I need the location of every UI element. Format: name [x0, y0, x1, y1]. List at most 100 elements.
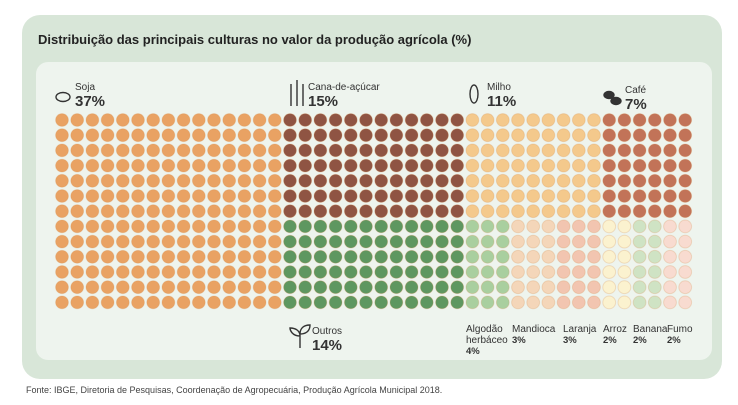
- dot: [617, 234, 632, 249]
- dot: [146, 204, 161, 219]
- dot: [343, 173, 358, 188]
- dot: [343, 219, 358, 234]
- dot: [541, 158, 556, 173]
- dot: [313, 219, 328, 234]
- dot: [343, 280, 358, 295]
- dot: [374, 189, 389, 203]
- dot: [191, 219, 206, 234]
- dot: [298, 173, 313, 188]
- dot: [267, 249, 282, 264]
- dot: [237, 265, 252, 279]
- dot: [343, 189, 358, 203]
- plant-icon: [289, 324, 311, 348]
- dot: [404, 204, 419, 219]
- dot: [587, 234, 601, 249]
- dot: [465, 234, 480, 249]
- dot: [85, 173, 100, 188]
- dot: [100, 173, 115, 188]
- dot: [495, 128, 510, 143]
- dot: [389, 280, 404, 295]
- dot: [343, 204, 358, 219]
- dot: [55, 189, 69, 203]
- dot: [541, 204, 556, 219]
- dot: [207, 143, 221, 158]
- dot: [389, 143, 404, 158]
- dot: [374, 234, 389, 249]
- dot: [480, 249, 495, 264]
- dot: [435, 143, 449, 158]
- dot: [176, 265, 191, 279]
- dot: [541, 295, 556, 310]
- dot: [115, 249, 130, 264]
- dot: [313, 295, 328, 310]
- dot: [161, 113, 176, 127]
- dot: [632, 249, 647, 264]
- category-label: Laranja: [563, 324, 597, 335]
- dot: [480, 295, 495, 310]
- dot: [663, 265, 677, 279]
- dot: [146, 143, 161, 158]
- dot: [465, 158, 480, 173]
- dot: [146, 219, 161, 234]
- dot: [359, 249, 373, 264]
- dot: [70, 204, 85, 219]
- dot: [70, 234, 85, 249]
- dot: [419, 234, 434, 249]
- dot: [267, 234, 282, 249]
- dot: [191, 265, 206, 279]
- dot: [343, 295, 358, 310]
- dot: [343, 113, 358, 127]
- dot: [176, 280, 191, 295]
- dot: [237, 189, 252, 203]
- dot: [435, 189, 449, 203]
- dot: [495, 189, 510, 203]
- dot: [632, 204, 647, 219]
- dot: [343, 143, 358, 158]
- dot: [465, 173, 480, 188]
- dot: [495, 173, 510, 188]
- dot: [389, 265, 404, 279]
- dot: [511, 280, 525, 295]
- dot: [419, 128, 434, 143]
- dot: [328, 113, 343, 127]
- dot: [404, 113, 419, 127]
- dot: [480, 189, 495, 203]
- dot: [252, 173, 267, 188]
- dot: [70, 128, 85, 143]
- dot: [465, 219, 480, 234]
- dot: [541, 113, 556, 127]
- dot: [298, 249, 313, 264]
- dot: [328, 295, 343, 310]
- dot: [374, 113, 389, 127]
- dot: [663, 128, 677, 143]
- dot: [617, 280, 632, 295]
- dot: [70, 249, 85, 264]
- dot: [161, 280, 176, 295]
- dot: [647, 128, 662, 143]
- dot: [480, 234, 495, 249]
- dot: [602, 219, 617, 234]
- dot: [678, 204, 693, 219]
- dot: [313, 265, 328, 279]
- dot: [511, 249, 525, 264]
- value-label: 7%: [625, 96, 647, 113]
- dot: [663, 158, 677, 173]
- dot: [115, 173, 130, 188]
- dot: [343, 234, 358, 249]
- value-label: 4%: [466, 346, 480, 357]
- dot: [115, 219, 130, 234]
- dot: [678, 234, 693, 249]
- dot: [283, 280, 297, 295]
- dot: [85, 219, 100, 234]
- dot: [526, 295, 541, 310]
- dot: [131, 113, 145, 127]
- dot: [374, 265, 389, 279]
- dot: [313, 113, 328, 127]
- dot: [374, 128, 389, 143]
- dot: [191, 249, 206, 264]
- dot: [328, 219, 343, 234]
- dot: [161, 234, 176, 249]
- dot: [100, 204, 115, 219]
